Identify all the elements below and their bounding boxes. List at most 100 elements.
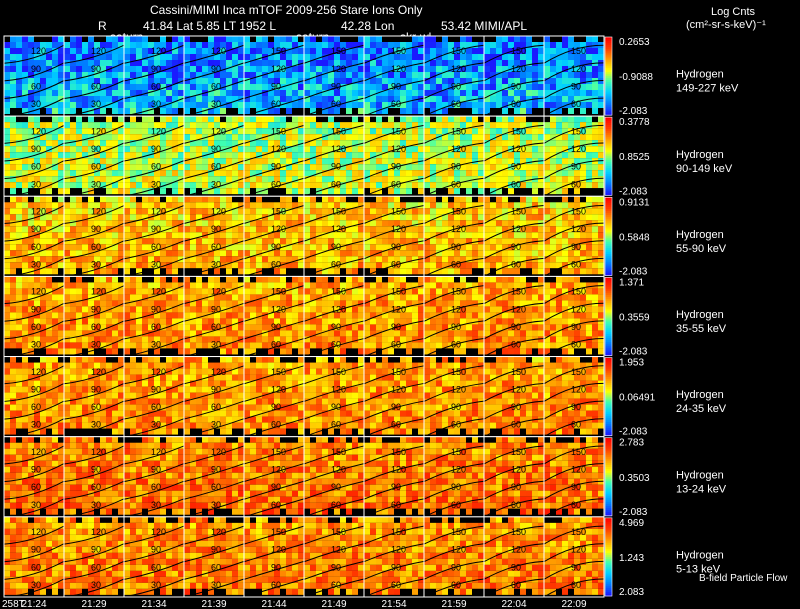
heat-cell bbox=[160, 122, 166, 129]
heat-cell bbox=[526, 122, 532, 129]
heat-cell bbox=[418, 122, 424, 129]
heat-cell bbox=[262, 196, 268, 203]
heat-cell bbox=[178, 196, 184, 203]
heat-cell bbox=[166, 318, 172, 325]
heat-cell bbox=[322, 60, 328, 66]
heat-cell bbox=[568, 262, 574, 269]
heat-cell bbox=[142, 202, 148, 209]
heat-cell bbox=[394, 36, 400, 42]
heat-cell bbox=[172, 188, 178, 195]
heat-cell bbox=[112, 108, 118, 114]
heat-cell bbox=[526, 250, 532, 257]
species-label: Hydrogen bbox=[676, 149, 724, 161]
heat-cell bbox=[226, 300, 232, 307]
heat-cell bbox=[250, 36, 256, 42]
heat-cell bbox=[286, 342, 292, 349]
heat-cell bbox=[286, 102, 292, 108]
heat-cell bbox=[562, 176, 568, 183]
heat-cell bbox=[364, 54, 370, 60]
heat-cell bbox=[154, 312, 160, 319]
heat-cell bbox=[196, 170, 202, 177]
heat-cell bbox=[70, 202, 76, 209]
heat-cell bbox=[310, 78, 316, 84]
heat-cell bbox=[112, 182, 118, 189]
heat-cell bbox=[184, 348, 190, 355]
heat-cell bbox=[46, 170, 52, 177]
heat-cell bbox=[298, 306, 304, 313]
heat-cell bbox=[232, 152, 238, 159]
heat-cell bbox=[574, 152, 580, 159]
heat-cell bbox=[64, 342, 70, 349]
heat-cell bbox=[574, 54, 580, 60]
heat-cell bbox=[478, 188, 484, 195]
heat-cell bbox=[550, 116, 556, 123]
heat-cell bbox=[592, 134, 598, 141]
heat-cell bbox=[250, 72, 256, 78]
heat-cell bbox=[256, 318, 262, 325]
heat-cell bbox=[46, 72, 52, 78]
heat-cell bbox=[130, 48, 136, 54]
heat-cell bbox=[556, 176, 562, 183]
heat-cell bbox=[46, 128, 52, 135]
heat-cell bbox=[184, 84, 190, 90]
heat-cell bbox=[256, 196, 262, 203]
heat-cell bbox=[424, 102, 430, 108]
heat-cell bbox=[340, 196, 346, 203]
heat-cell bbox=[298, 300, 304, 307]
heat-cell bbox=[418, 54, 424, 60]
heat-cell bbox=[106, 60, 112, 66]
heat-cell bbox=[46, 96, 52, 102]
heat-cell bbox=[514, 84, 520, 90]
heat-cell bbox=[292, 238, 298, 245]
heat-cell bbox=[172, 336, 178, 343]
heat-cell bbox=[328, 122, 334, 129]
heat-cell bbox=[436, 128, 442, 135]
heat-cell bbox=[508, 250, 514, 257]
heat-cell bbox=[22, 78, 28, 84]
heat-cell bbox=[82, 208, 88, 215]
heat-cell bbox=[52, 170, 58, 177]
heat-cell bbox=[364, 90, 370, 96]
heat-cell bbox=[568, 42, 574, 48]
heat-cell bbox=[514, 152, 520, 159]
contour-label: 60 bbox=[31, 322, 41, 332]
heat-cell bbox=[460, 170, 466, 177]
heat-cell bbox=[250, 256, 256, 263]
heat-cell bbox=[514, 116, 520, 123]
heat-cell bbox=[208, 102, 214, 108]
colorbar-segment bbox=[605, 238, 612, 241]
heat-cell bbox=[514, 36, 520, 42]
heat-cell bbox=[394, 152, 400, 159]
heat-cell bbox=[556, 256, 562, 263]
heat-cell bbox=[400, 42, 406, 48]
heat-cell bbox=[544, 102, 550, 108]
heat-cell bbox=[400, 214, 406, 221]
heat-cell bbox=[316, 96, 322, 102]
colorbar-segment bbox=[605, 263, 612, 267]
heat-cell bbox=[430, 262, 436, 269]
heat-cell bbox=[10, 330, 16, 337]
heat-cell bbox=[232, 208, 238, 215]
heat-cell bbox=[88, 48, 94, 54]
heat-cell bbox=[112, 60, 118, 66]
heat-cell bbox=[544, 238, 550, 245]
heat-cell bbox=[76, 256, 82, 263]
heat-cell bbox=[274, 158, 280, 165]
heat-cell bbox=[16, 122, 22, 129]
heat-cell bbox=[364, 262, 370, 269]
heat-cell bbox=[292, 72, 298, 78]
heat-cell bbox=[490, 36, 496, 42]
heat-cell bbox=[526, 84, 532, 90]
heat-cell bbox=[550, 256, 556, 263]
heat-cell bbox=[154, 122, 160, 129]
heat-cell bbox=[298, 54, 304, 60]
heat-cell bbox=[496, 42, 502, 48]
heat-cell bbox=[550, 96, 556, 102]
heat-cell bbox=[220, 232, 226, 239]
heat-cell bbox=[196, 208, 202, 215]
heat-cell bbox=[586, 262, 592, 269]
heat-cell bbox=[466, 102, 472, 108]
heat-cell bbox=[208, 48, 214, 54]
heat-cell bbox=[196, 60, 202, 66]
contour-label: 90 bbox=[271, 162, 281, 172]
